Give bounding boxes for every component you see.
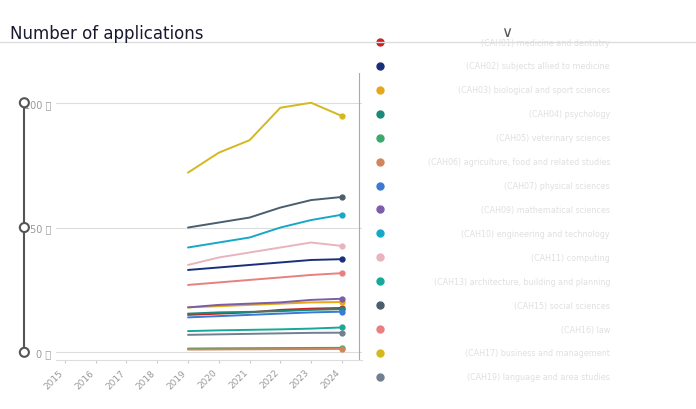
Text: (CAH17) business and management: (CAH17) business and management xyxy=(465,348,610,357)
Text: (CAH15) social sciences: (CAH15) social sciences xyxy=(514,301,610,310)
Text: 94,670: 94,670 xyxy=(658,348,689,357)
Text: ∨: ∨ xyxy=(501,25,512,40)
Text: (CAH06) agriculture, food and related studies: (CAH06) agriculture, food and related st… xyxy=(427,158,610,167)
Text: 20,140: 20,140 xyxy=(658,86,689,95)
Text: (CAH13) architecture, building and planning: (CAH13) architecture, building and plann… xyxy=(434,277,610,286)
Text: (CAH16) law: (CAH16) law xyxy=(561,325,610,334)
Text: (CAH01) medicine and dentistry: (CAH01) medicine and dentistry xyxy=(482,38,610,47)
Text: (CAH04) psychology: (CAH04) psychology xyxy=(529,110,610,119)
Text: 31,720: 31,720 xyxy=(658,325,689,334)
Text: 17,770: 17,770 xyxy=(658,38,689,47)
Text: (CAH19) language and area studies: (CAH19) language and area studies xyxy=(467,373,610,382)
Text: 17,300: 17,300 xyxy=(658,110,689,119)
Text: 2024: 2024 xyxy=(386,18,418,31)
Text: 42,620: 42,620 xyxy=(658,253,689,262)
Text: 21,470: 21,470 xyxy=(658,205,689,214)
Text: (CAH11) computing: (CAH11) computing xyxy=(531,253,610,262)
Text: (CAH07) physical sciences: (CAH07) physical sciences xyxy=(505,182,610,191)
Text: 1,790: 1,790 xyxy=(664,134,689,143)
Text: 1,360: 1,360 xyxy=(664,158,689,167)
Text: 9,960: 9,960 xyxy=(664,277,689,286)
Text: 37,320: 37,320 xyxy=(658,62,689,71)
Text: 55,140: 55,140 xyxy=(658,229,689,238)
Text: Number of applications: Number of applications xyxy=(10,25,204,43)
Text: 16,270: 16,270 xyxy=(658,182,689,191)
Text: 62,250: 62,250 xyxy=(658,301,689,310)
Text: (CAH09) mathematical sciences: (CAH09) mathematical sciences xyxy=(481,205,610,214)
Text: (CAH02) subjects allied to medicine: (CAH02) subjects allied to medicine xyxy=(466,62,610,71)
Text: (CAH10) engineering and technology: (CAH10) engineering and technology xyxy=(461,229,610,238)
Text: 7,860: 7,860 xyxy=(664,373,689,382)
Text: (CAH05) veterinary sciences: (CAH05) veterinary sciences xyxy=(496,134,610,143)
Text: (CAH03) biological and sport sciences: (CAH03) biological and sport sciences xyxy=(458,86,610,95)
